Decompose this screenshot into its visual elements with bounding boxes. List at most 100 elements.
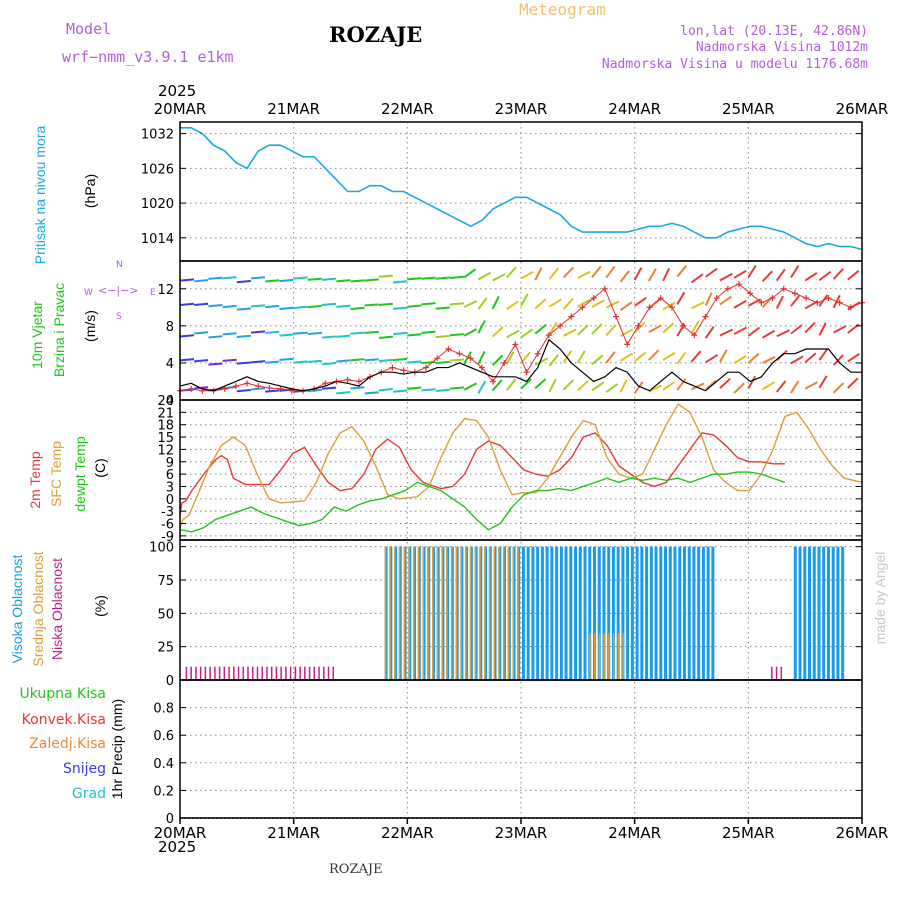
wind-arrow <box>463 328 477 337</box>
high-cloud-bar <box>687 546 691 680</box>
wind-arrow <box>378 302 393 306</box>
low-cloud-bar <box>289 666 292 680</box>
mid-cloud-bar <box>431 546 434 680</box>
wind-arrow <box>719 349 728 363</box>
temp-sfc-line <box>179 403 863 528</box>
wind-speed-marker <box>624 341 631 348</box>
mid-cloud-bar <box>608 633 610 680</box>
wind-arrow <box>350 306 365 311</box>
low-cloud-bar <box>266 666 268 680</box>
wind-arrow <box>562 297 574 310</box>
wind-arrow <box>421 302 436 306</box>
high-cloud-bar <box>536 546 540 680</box>
pressure-line <box>180 126 863 251</box>
wind-arrow <box>506 329 520 339</box>
high-cloud-bar <box>822 546 826 680</box>
wind-arrow <box>733 382 745 394</box>
wind-arrow <box>491 379 503 392</box>
wind-arrow <box>662 381 676 391</box>
low-cloud-bar <box>304 666 306 680</box>
mid-cloud-bar <box>612 633 615 680</box>
wind-arrow <box>662 267 671 282</box>
high-cloud-bar <box>697 546 701 680</box>
low-cloud-bar <box>233 666 235 680</box>
mid-cloud-bar <box>488 546 491 680</box>
wind-arrow <box>421 388 436 392</box>
mid-cloud-bar <box>593 633 596 680</box>
temp-tick-label: -6 <box>161 518 174 533</box>
mid-cloud-bar <box>455 546 458 680</box>
top-date-label: 21MAR <box>267 100 320 118</box>
wind-speed-marker <box>534 350 541 357</box>
high-cloud-bar <box>607 546 611 680</box>
wind-arrow <box>463 268 477 279</box>
wind-arrow <box>790 355 804 365</box>
bottom-date-label: 20MAR <box>154 824 207 842</box>
high-cloud-bar <box>706 546 710 680</box>
wind-arrow <box>719 377 731 389</box>
wind-arrow <box>605 351 616 364</box>
low-cloud-bar <box>237 666 240 680</box>
high-cloud-bar <box>578 546 582 680</box>
wind-arrow <box>691 382 705 391</box>
wind-arrow <box>591 381 605 392</box>
mid-cloud-bar <box>493 546 496 680</box>
wind-arrow <box>790 324 803 335</box>
low-cloud-bar <box>323 666 325 680</box>
precip-tick-label: 0.6 <box>153 729 174 744</box>
pressure-label: Pritisak na nivou mora <box>32 125 48 265</box>
wind-speed-marker <box>389 364 396 371</box>
low-cloud-bar <box>313 666 316 680</box>
high-cloud-bar <box>559 546 563 680</box>
low-cloud-bar <box>214 666 216 680</box>
wind-speed-marker <box>680 322 687 329</box>
wind-speed-marker <box>557 322 564 329</box>
wind-arrow <box>691 301 705 310</box>
wind-gust-line <box>179 338 862 392</box>
wind-arrow <box>364 303 379 307</box>
precip-tick-label: 0.4 <box>153 757 174 772</box>
wind-arrow <box>534 378 547 390</box>
low-cloud-bar <box>294 666 297 680</box>
wind-arrow <box>449 386 464 390</box>
wind-arrow <box>705 267 718 278</box>
wind-arrow <box>407 333 422 337</box>
compass-e: E <box>150 288 156 298</box>
low-cloud-bar <box>251 666 254 680</box>
temp-tick-label: 9 <box>166 456 174 471</box>
high-cloud-bar <box>817 546 821 680</box>
wind-arrow <box>293 305 308 310</box>
mid-cloud-bar <box>474 546 477 680</box>
wind-speed-marker <box>646 304 653 311</box>
wind-arrow <box>591 265 602 278</box>
mid-cloud-bar <box>417 546 420 680</box>
wind-arrow <box>463 351 472 365</box>
wind-arrow <box>449 333 464 337</box>
low-cloud-bar <box>209 666 211 680</box>
cloud-label-low: Niska Oblacnost <box>49 558 65 660</box>
wind-speed-marker <box>266 384 273 391</box>
wind-speed-marker <box>691 332 698 339</box>
wind-arrow <box>364 330 379 334</box>
low-cloud-bar <box>327 666 330 680</box>
wind-speed-marker <box>747 290 754 297</box>
wind-arrow <box>520 328 534 339</box>
wind-arrow <box>776 329 790 338</box>
cloud-tick-label: 25 <box>157 641 174 656</box>
cloud-tick-label: 75 <box>157 574 174 589</box>
high-cloud-bar <box>673 546 677 680</box>
wind-arrow <box>577 270 591 279</box>
wind-arrow <box>236 361 251 365</box>
low-cloud-bar <box>280 666 282 680</box>
wind-arrow <box>293 276 308 280</box>
wind-arrow <box>648 324 662 334</box>
high-cloud-bar <box>569 546 573 680</box>
wind-arrow <box>676 265 687 278</box>
top-date-label: 24MAR <box>608 100 661 118</box>
high-cloud-bar <box>831 546 835 680</box>
wind-arrow <box>364 391 379 395</box>
wind-arrow <box>378 388 393 392</box>
high-cloud-bar <box>583 546 587 680</box>
wind-speed-marker <box>545 332 552 339</box>
wind-arrow <box>477 351 486 365</box>
